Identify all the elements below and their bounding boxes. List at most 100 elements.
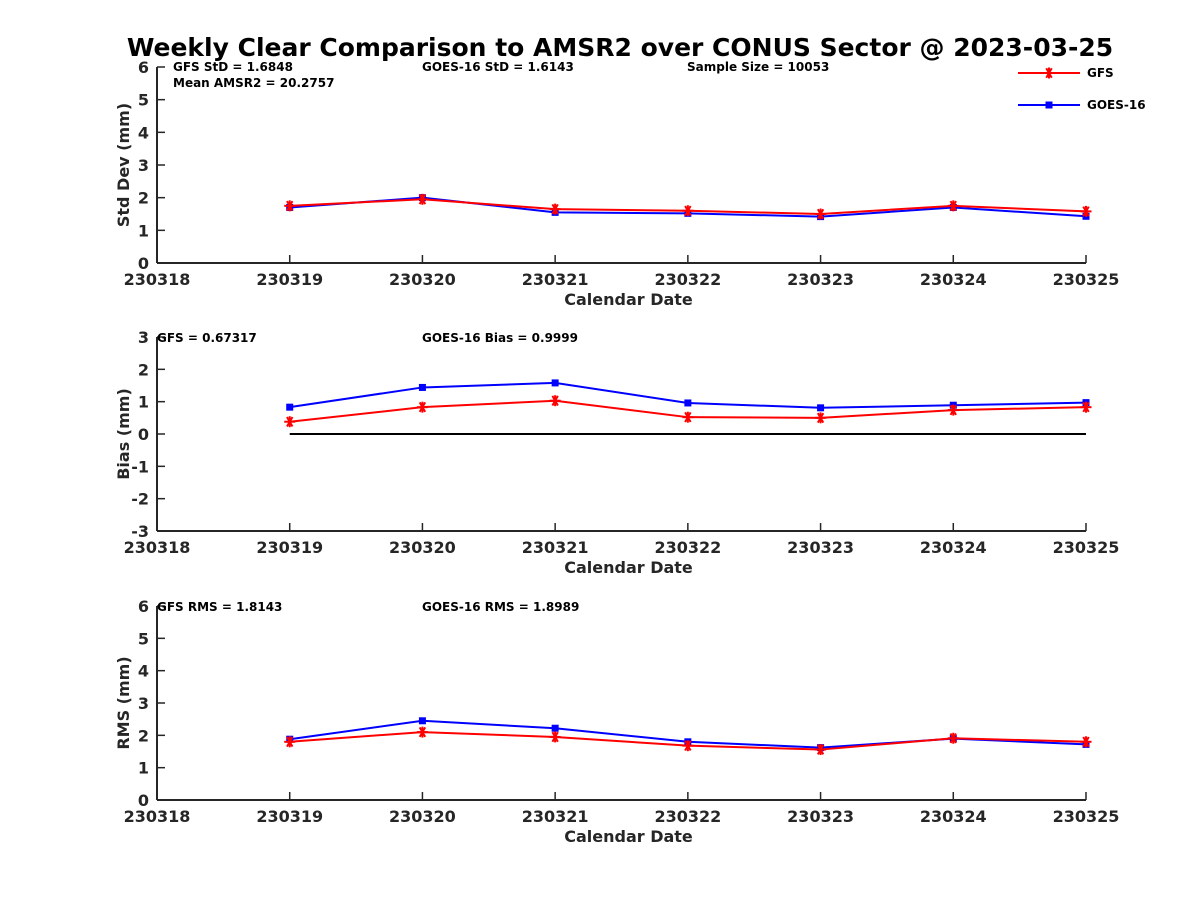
x-tick-label: 230319 xyxy=(256,270,323,289)
gfs-point xyxy=(284,736,296,748)
gfs-point xyxy=(549,203,561,215)
y-axis-label: RMS (mm) xyxy=(114,656,133,749)
x-tick-label: 230320 xyxy=(389,538,456,557)
panel-2: -3 -2 -1 0 1 2 3 230318 230319 230320 230321 230322… xyxy=(114,328,1119,577)
goes-16-point xyxy=(418,717,426,725)
y-tick-label: -1 xyxy=(131,457,149,476)
y-tick-label: 3 xyxy=(138,328,149,347)
gfs-point xyxy=(815,412,827,424)
x-tick-label: 230318 xyxy=(124,270,191,289)
y-tick-label: 6 xyxy=(138,597,149,616)
y-tick-label: 5 xyxy=(138,629,149,648)
panel-3: 0 1 2 3 4 5 6 230318 230319 230320 230321 230322 230… xyxy=(114,597,1119,846)
y-tick-label: 1 xyxy=(138,393,149,412)
gfs-point xyxy=(416,193,428,205)
legend-label: GFS xyxy=(1087,66,1114,80)
y-tick-label: 0 xyxy=(138,791,149,810)
legend-item-goes-16: GOES-16 xyxy=(1018,98,1146,112)
x-tick-label: 230321 xyxy=(522,807,589,826)
y-tick-label: 3 xyxy=(138,156,149,175)
stat-annotation: GFS StD = 1.6848 xyxy=(173,60,293,74)
y-axis-label: Std Dev (mm) xyxy=(114,103,133,227)
stat-annotation: GOES-16 Bias = 0.9999 xyxy=(422,331,578,345)
x-tick-label: 230321 xyxy=(522,538,589,557)
x-tick-label: 230324 xyxy=(920,270,987,289)
stat-annotation: GOES-16 StD = 1.6143 xyxy=(422,60,574,74)
x-tick-label: 230320 xyxy=(389,270,456,289)
goes-16-point xyxy=(418,383,426,391)
y-tick-label: 2 xyxy=(138,726,149,745)
legend: GFS GOES-16 xyxy=(1018,66,1146,112)
x-axis-label: Calendar Date xyxy=(564,827,693,846)
y-tick-label: 4 xyxy=(138,662,149,681)
goes-16-point xyxy=(551,379,559,387)
x-tick-label: 230323 xyxy=(787,807,854,826)
goes-16-point xyxy=(817,404,825,412)
x-tick-label: 230319 xyxy=(256,807,323,826)
y-tick-label: -3 xyxy=(131,522,149,541)
legend-marker xyxy=(1045,101,1053,109)
x-axis-label: Calendar Date xyxy=(564,290,693,309)
x-tick-label: 230322 xyxy=(654,807,721,826)
y-tick-label: 0 xyxy=(138,425,149,444)
x-axis-label: Calendar Date xyxy=(564,558,693,577)
gfs-point xyxy=(416,726,428,738)
gfs-point xyxy=(1080,736,1092,748)
stat-annotation: GFS = 0.67317 xyxy=(157,331,257,345)
stat-annotation: GFS RMS = 1.8143 xyxy=(157,600,282,614)
stat-annotation: GOES-16 RMS = 1.8989 xyxy=(422,600,579,614)
gfs-point xyxy=(416,401,428,413)
gfs-point xyxy=(947,732,959,744)
goes-16-point xyxy=(551,724,559,732)
x-tick-label: 230320 xyxy=(389,807,456,826)
x-tick-label: 230319 xyxy=(256,538,323,557)
x-tick-label: 230322 xyxy=(654,538,721,557)
gfs-point xyxy=(815,744,827,756)
gfs-point xyxy=(549,731,561,743)
gfs-point xyxy=(682,205,694,217)
x-tick-label: 230324 xyxy=(920,538,987,557)
legend-marker xyxy=(1043,67,1055,79)
x-tick-label: 230324 xyxy=(920,807,987,826)
y-tick-label: 2 xyxy=(138,189,149,208)
gfs-point xyxy=(1080,205,1092,217)
legend-label: GOES-16 xyxy=(1087,98,1146,112)
y-tick-label: 6 xyxy=(138,58,149,77)
x-tick-label: 230325 xyxy=(1053,807,1120,826)
y-tick-label: 3 xyxy=(138,694,149,713)
x-tick-label: 230323 xyxy=(787,538,854,557)
stat-annotation: Mean AMSR2 = 20.2757 xyxy=(173,76,334,90)
gfs-point xyxy=(682,411,694,423)
y-axis-label: Bias (mm) xyxy=(114,388,133,480)
gfs-point xyxy=(284,200,296,212)
y-tick-label: 1 xyxy=(138,759,149,778)
gfs-point xyxy=(947,200,959,212)
goes-16-point xyxy=(684,399,692,407)
legend-item-gfs: GFS xyxy=(1018,66,1114,80)
gfs-point xyxy=(682,740,694,752)
y-tick-label: 0 xyxy=(138,254,149,273)
x-tick-label: 230321 xyxy=(522,270,589,289)
y-tick-label: 5 xyxy=(138,91,149,110)
y-tick-label: 4 xyxy=(138,123,149,142)
x-tick-label: 230322 xyxy=(654,270,721,289)
figure-title: Weekly Clear Comparison to AMSR2 over CO… xyxy=(127,33,1113,62)
y-tick-label: -2 xyxy=(131,490,149,509)
x-tick-label: 230323 xyxy=(787,270,854,289)
x-tick-label: 230325 xyxy=(1053,270,1120,289)
goes-16-point xyxy=(286,403,294,411)
y-tick-label: 1 xyxy=(138,221,149,240)
gfs-point xyxy=(549,395,561,407)
x-tick-label: 230325 xyxy=(1053,538,1120,557)
gfs-point xyxy=(1080,401,1092,413)
gfs-point xyxy=(947,404,959,416)
x-tick-label: 230318 xyxy=(124,807,191,826)
gfs-point xyxy=(815,208,827,220)
panel-1: 0 1 2 3 4 5 6 230318 230319 230320 230321 230322 230… xyxy=(114,58,1119,309)
stat-annotation: Sample Size = 10053 xyxy=(687,60,829,74)
gfs-point xyxy=(284,416,296,428)
x-tick-label: 230318 xyxy=(124,538,191,557)
